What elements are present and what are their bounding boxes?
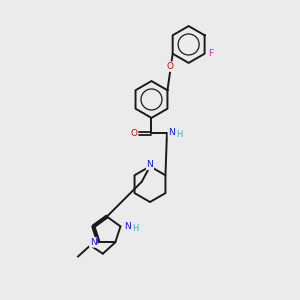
Text: N: N [168, 128, 175, 137]
Text: H: H [132, 224, 138, 233]
Text: H: H [176, 130, 183, 139]
Text: N: N [90, 238, 97, 247]
Text: O: O [130, 129, 137, 138]
Text: F: F [208, 49, 214, 58]
Text: N: N [124, 222, 131, 231]
Text: O: O [167, 62, 174, 71]
Text: N: N [147, 160, 153, 169]
